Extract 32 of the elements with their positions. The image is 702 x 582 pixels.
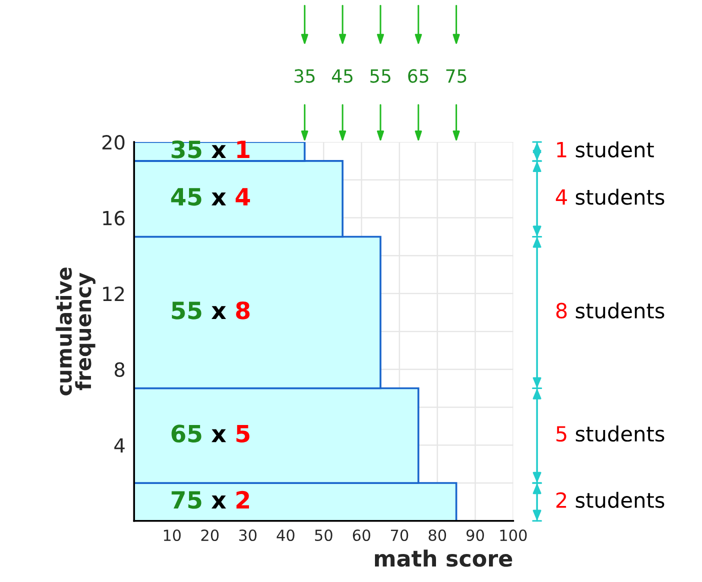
text: 1 student — [557, 141, 654, 158]
text: 35 — [294, 69, 315, 83]
text: 5 students — [556, 426, 664, 442]
text: 4 students — [556, 188, 664, 205]
y-tick-label: 20 — [102, 134, 124, 150]
x-tick-label: 40 — [276, 529, 294, 542]
x-tick-label: 30 — [239, 529, 257, 542]
text: 75 — [446, 69, 466, 83]
annotation: 45 x 4 — [171, 188, 250, 206]
x-tick-label: 80 — [428, 529, 446, 542]
x-tick-label: 70 — [390, 529, 408, 542]
x-tick-label: 90 — [466, 529, 484, 542]
text: 2 students — [556, 492, 664, 508]
y-tick-label: 16 — [103, 210, 125, 226]
annotation: 75 x 2 — [172, 490, 249, 509]
text: 55 — [370, 69, 390, 83]
text: 45 — [332, 69, 352, 83]
y-axis-title: cumulative frequency — [56, 268, 96, 396]
x-tick-label: 50 — [315, 529, 332, 542]
annotation: 35 x 1 — [172, 140, 250, 158]
x-tick-label: 20 — [201, 529, 219, 542]
text: 8 students — [556, 302, 664, 319]
x-axis-title: math score — [374, 550, 512, 567]
y-tick-label: 8 — [114, 362, 124, 377]
x-tick-label: 10 — [164, 529, 181, 542]
annotation: 55 x 8 — [172, 301, 250, 320]
y-tick-label: 12 — [103, 286, 124, 301]
text: 65 — [408, 69, 428, 83]
x-tick-label: 100 — [500, 529, 527, 542]
annotation: 65 x 5 — [172, 424, 250, 442]
x-tick-label: 60 — [352, 529, 370, 542]
y-tick-label: 4 — [114, 438, 125, 452]
